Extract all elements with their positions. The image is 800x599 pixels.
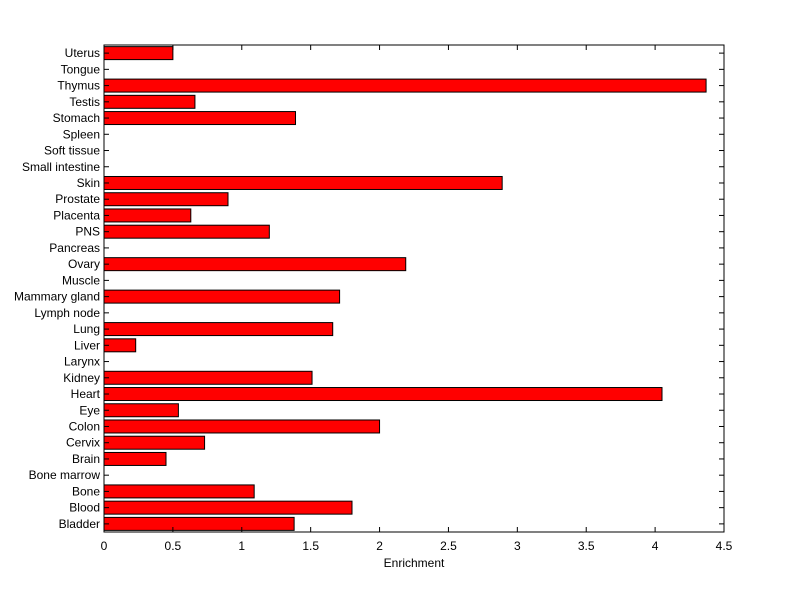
- x-tick-label: 1.5: [302, 539, 319, 553]
- bar-bladder: [103, 516, 295, 531]
- bar-thymus: [103, 78, 707, 93]
- y-tick-label: Skin: [77, 176, 100, 190]
- y-tick-label: Larynx: [64, 355, 100, 369]
- x-axis: 0 0.5 1 1.5 2 2.5 3 3.5 4 4.5: [101, 45, 733, 553]
- bar-stomach: [103, 111, 297, 126]
- y-tick-label: Prostate: [55, 192, 100, 206]
- y-tick-label: Brain: [72, 452, 100, 466]
- y-tick-label: Thymus: [57, 79, 100, 93]
- bar-placenta: [103, 208, 192, 223]
- x-tick-label: 0: [101, 539, 108, 553]
- x-axis-title: Enrichment: [384, 556, 445, 570]
- y-tick-label: Mammary gland: [14, 290, 100, 304]
- y-tick-label: Ovary: [68, 257, 100, 271]
- bar-uterus: [103, 46, 174, 61]
- y-tick-label: Lung: [73, 322, 100, 336]
- y-tick-label: Pancreas: [49, 241, 100, 255]
- bar-ovary: [103, 257, 407, 272]
- y-tick-label: Spleen: [63, 127, 100, 141]
- bar-kidney: [103, 370, 313, 385]
- y-tick-label: Colon: [69, 419, 100, 433]
- x-tick-label: 2.5: [440, 539, 457, 553]
- x-tick-label: 2: [376, 539, 383, 553]
- y-tick-label: Stomach: [53, 111, 100, 125]
- y-tick-label: Kidney: [63, 371, 100, 385]
- y-tick-label: Heart: [71, 387, 101, 401]
- y-tick-label: Placenta: [53, 208, 100, 222]
- bar-cervix: [103, 435, 206, 450]
- x-tick-label: 4: [652, 539, 659, 553]
- bar-eye: [103, 403, 179, 418]
- y-tick-label: Soft tissue: [44, 144, 100, 158]
- bar-heart: [103, 387, 663, 402]
- y-tick-label: Liver: [74, 338, 100, 352]
- y-tick-label: PNS: [75, 225, 100, 239]
- y-tick-label: Bone marrow: [29, 468, 101, 482]
- bar-testis: [103, 94, 196, 109]
- bar-skin: [103, 175, 503, 190]
- x-tick-label: 0.5: [165, 539, 182, 553]
- bar-lung: [103, 322, 334, 337]
- y-tick-label: Bone: [72, 484, 100, 498]
- y-tick-label: Muscle: [62, 273, 100, 287]
- y-axis: Bladder Blood Bone Bone marrow Brain Cervix Co…: [14, 46, 724, 531]
- plot-area: [103, 44, 725, 533]
- bar-prostate: [103, 192, 229, 207]
- bar-pns: [103, 224, 270, 239]
- y-tick-label: Small intestine: [22, 160, 100, 174]
- bar-colon: [103, 419, 381, 434]
- y-tick-label: Tongue: [61, 62, 101, 76]
- bars: [103, 46, 707, 531]
- x-tick-label: 1: [238, 539, 245, 553]
- bar-mammary-gland: [103, 289, 341, 304]
- y-tick-label: Lymph node: [34, 306, 100, 320]
- y-tick-label: Uterus: [65, 46, 100, 60]
- bar-brain: [103, 451, 167, 466]
- x-tick-label: 3: [514, 539, 521, 553]
- x-tick-label: 4.5: [716, 539, 733, 553]
- y-tick-label: Bladder: [59, 517, 100, 531]
- bar-blood: [103, 500, 353, 515]
- y-tick-label: Cervix: [66, 436, 100, 450]
- x-tick-label: 3.5: [578, 539, 595, 553]
- y-tick-label: Testis: [69, 95, 100, 109]
- bar-bone: [103, 484, 255, 499]
- y-tick-label: Eye: [79, 403, 100, 417]
- y-tick-label: Blood: [69, 501, 100, 515]
